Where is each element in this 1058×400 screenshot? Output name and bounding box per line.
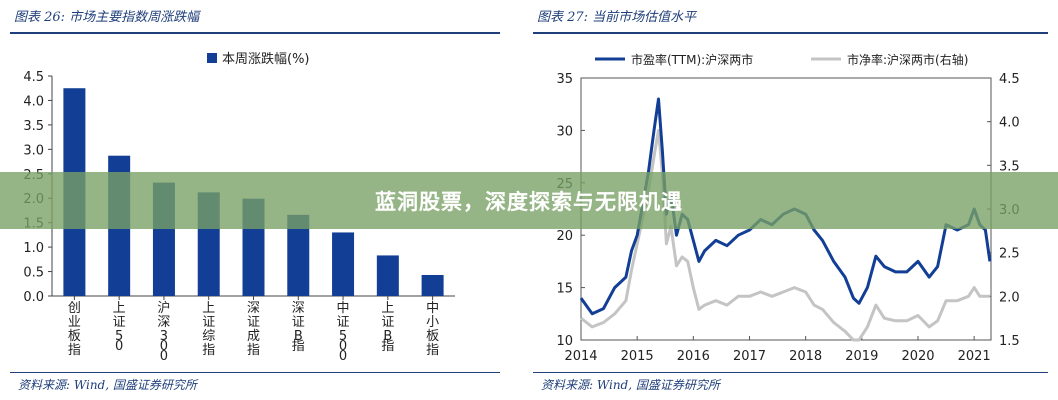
right-y-tick-label: 1.5: [999, 334, 1020, 349]
left-y-tick-label: 10: [556, 334, 573, 349]
right-y-tick-label: 4.5: [999, 72, 1020, 87]
bar: [287, 214, 310, 296]
left-y-tick-label: 15: [556, 282, 573, 297]
x-tick-label: 创业板指: [68, 301, 81, 358]
x-tick-label: 上证综指: [202, 301, 215, 358]
right-title-rule: [533, 32, 1048, 34]
right-y-tick-label: 2.0: [999, 290, 1020, 305]
bar: [376, 255, 399, 296]
x-tick-label: 2021: [958, 349, 991, 364]
left-y-tick-label: 20: [556, 229, 573, 244]
x-tick-label: 深证 B 指: [292, 301, 305, 354]
right-bottom-rule: [533, 372, 1048, 373]
y-tick-label: 4.5: [23, 70, 44, 85]
x-tick-label: 中小板指: [426, 301, 439, 358]
x-tick-label: 2019: [845, 349, 878, 364]
left-y-tick-label: 35: [556, 72, 573, 87]
x-tick-label: 2020: [901, 349, 934, 364]
x-tick-label: 上证 5 0: [113, 301, 126, 354]
left-title-rule: [10, 32, 500, 34]
x-tick-label: 2018: [789, 349, 822, 364]
pb-ratio-series-line: [580, 128, 990, 342]
left-y-tick-label: 30: [556, 124, 573, 139]
y-tick-label: 3.5: [23, 119, 44, 134]
y-tick-label: 0.5: [23, 266, 44, 281]
banner-text: 蓝洞股票，深度探索与无限机遇: [375, 189, 683, 214]
x-tick-label: 上证 B 指: [381, 301, 394, 354]
y-tick-label: 4.0: [23, 94, 44, 109]
legend-label: 本周涨跌幅(%): [222, 51, 310, 67]
bar: [332, 232, 355, 296]
right-y-tick-label: 4.0: [999, 116, 1020, 131]
x-tick-label: 2014: [564, 349, 597, 364]
bar: [421, 274, 444, 296]
right-figure-title: 图表 27: 当前市场估值水平: [537, 10, 697, 25]
x-tick-label: 深证成指: [247, 301, 260, 358]
left-source-note: 资料来源: Wind, 国盛证券研究所: [18, 378, 197, 392]
x-tick-label: 中证 5 0 0: [337, 301, 350, 364]
left-bottom-rule: [10, 372, 500, 373]
left-figure-title: 图表 26: 市场主要指数周涨跌幅: [14, 10, 200, 25]
x-tick-label: 沪深 3 0 0: [157, 300, 170, 364]
overlay-banner: 蓝洞股票，深度探索与无限机遇: [0, 172, 1058, 229]
right-y-tick-label: 2.5: [999, 247, 1020, 262]
x-tick-label: 2015: [621, 349, 654, 364]
y-tick-label: 1.0: [23, 241, 44, 256]
x-tick-label: 2016: [677, 349, 710, 364]
y-tick-label: 3.0: [23, 143, 44, 158]
legend-label: 市盈率(TTM):沪深两市: [631, 52, 753, 67]
right-source-note: 资料来源: Wind, 国盛证券研究所: [541, 378, 720, 392]
y-tick-label: 0.0: [23, 290, 44, 305]
x-tick-label: 2017: [733, 349, 766, 364]
legend-swatch: [207, 53, 217, 63]
legend-label: 市净率:沪深两市(右轴): [847, 52, 968, 67]
right-y-tick-label: 3.5: [999, 159, 1020, 174]
